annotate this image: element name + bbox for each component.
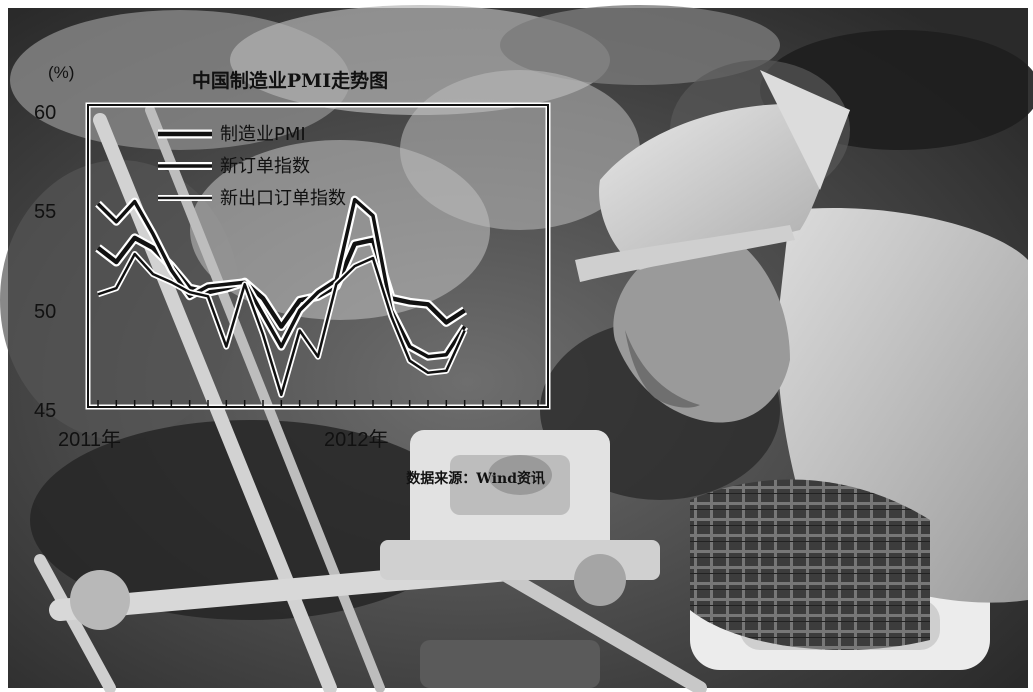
y-tick-label: 50 — [34, 301, 56, 323]
chart-title: 中国制造业PMI走势图 — [192, 69, 388, 92]
legend: 制造业PMI 新订单指数 新出口订单指数 — [158, 124, 346, 209]
legend-label: 新订单指数 — [220, 156, 310, 177]
legend-item: 新订单指数 — [158, 156, 310, 177]
series-line — [96, 197, 467, 359]
legend-label: 制造业PMI — [220, 124, 306, 145]
y-tick-label: 45 — [34, 400, 56, 422]
legend-item: 制造业PMI — [158, 124, 306, 145]
series-line-halo — [95, 233, 468, 331]
y-axis: 60 55 50 45 — [34, 102, 56, 422]
legend-label: 新出口订单指数 — [220, 188, 346, 209]
x-label-2012: 2012年 — [324, 428, 389, 451]
series-line — [97, 252, 466, 397]
series-lines — [95, 195, 469, 398]
x-label-2011: 2011年 — [58, 428, 121, 451]
legend-item: 新出口订单指数 — [158, 188, 346, 209]
y-tick-label: 60 — [34, 102, 56, 124]
series-line-halo — [95, 195, 469, 361]
y-tick-label: 55 — [34, 201, 56, 223]
x-axis-ticks — [97, 400, 539, 407]
y-unit-label: (%) — [48, 63, 74, 82]
worker — [575, 70, 1028, 650]
source-note: 数据来源：Wind资讯 — [406, 470, 545, 487]
